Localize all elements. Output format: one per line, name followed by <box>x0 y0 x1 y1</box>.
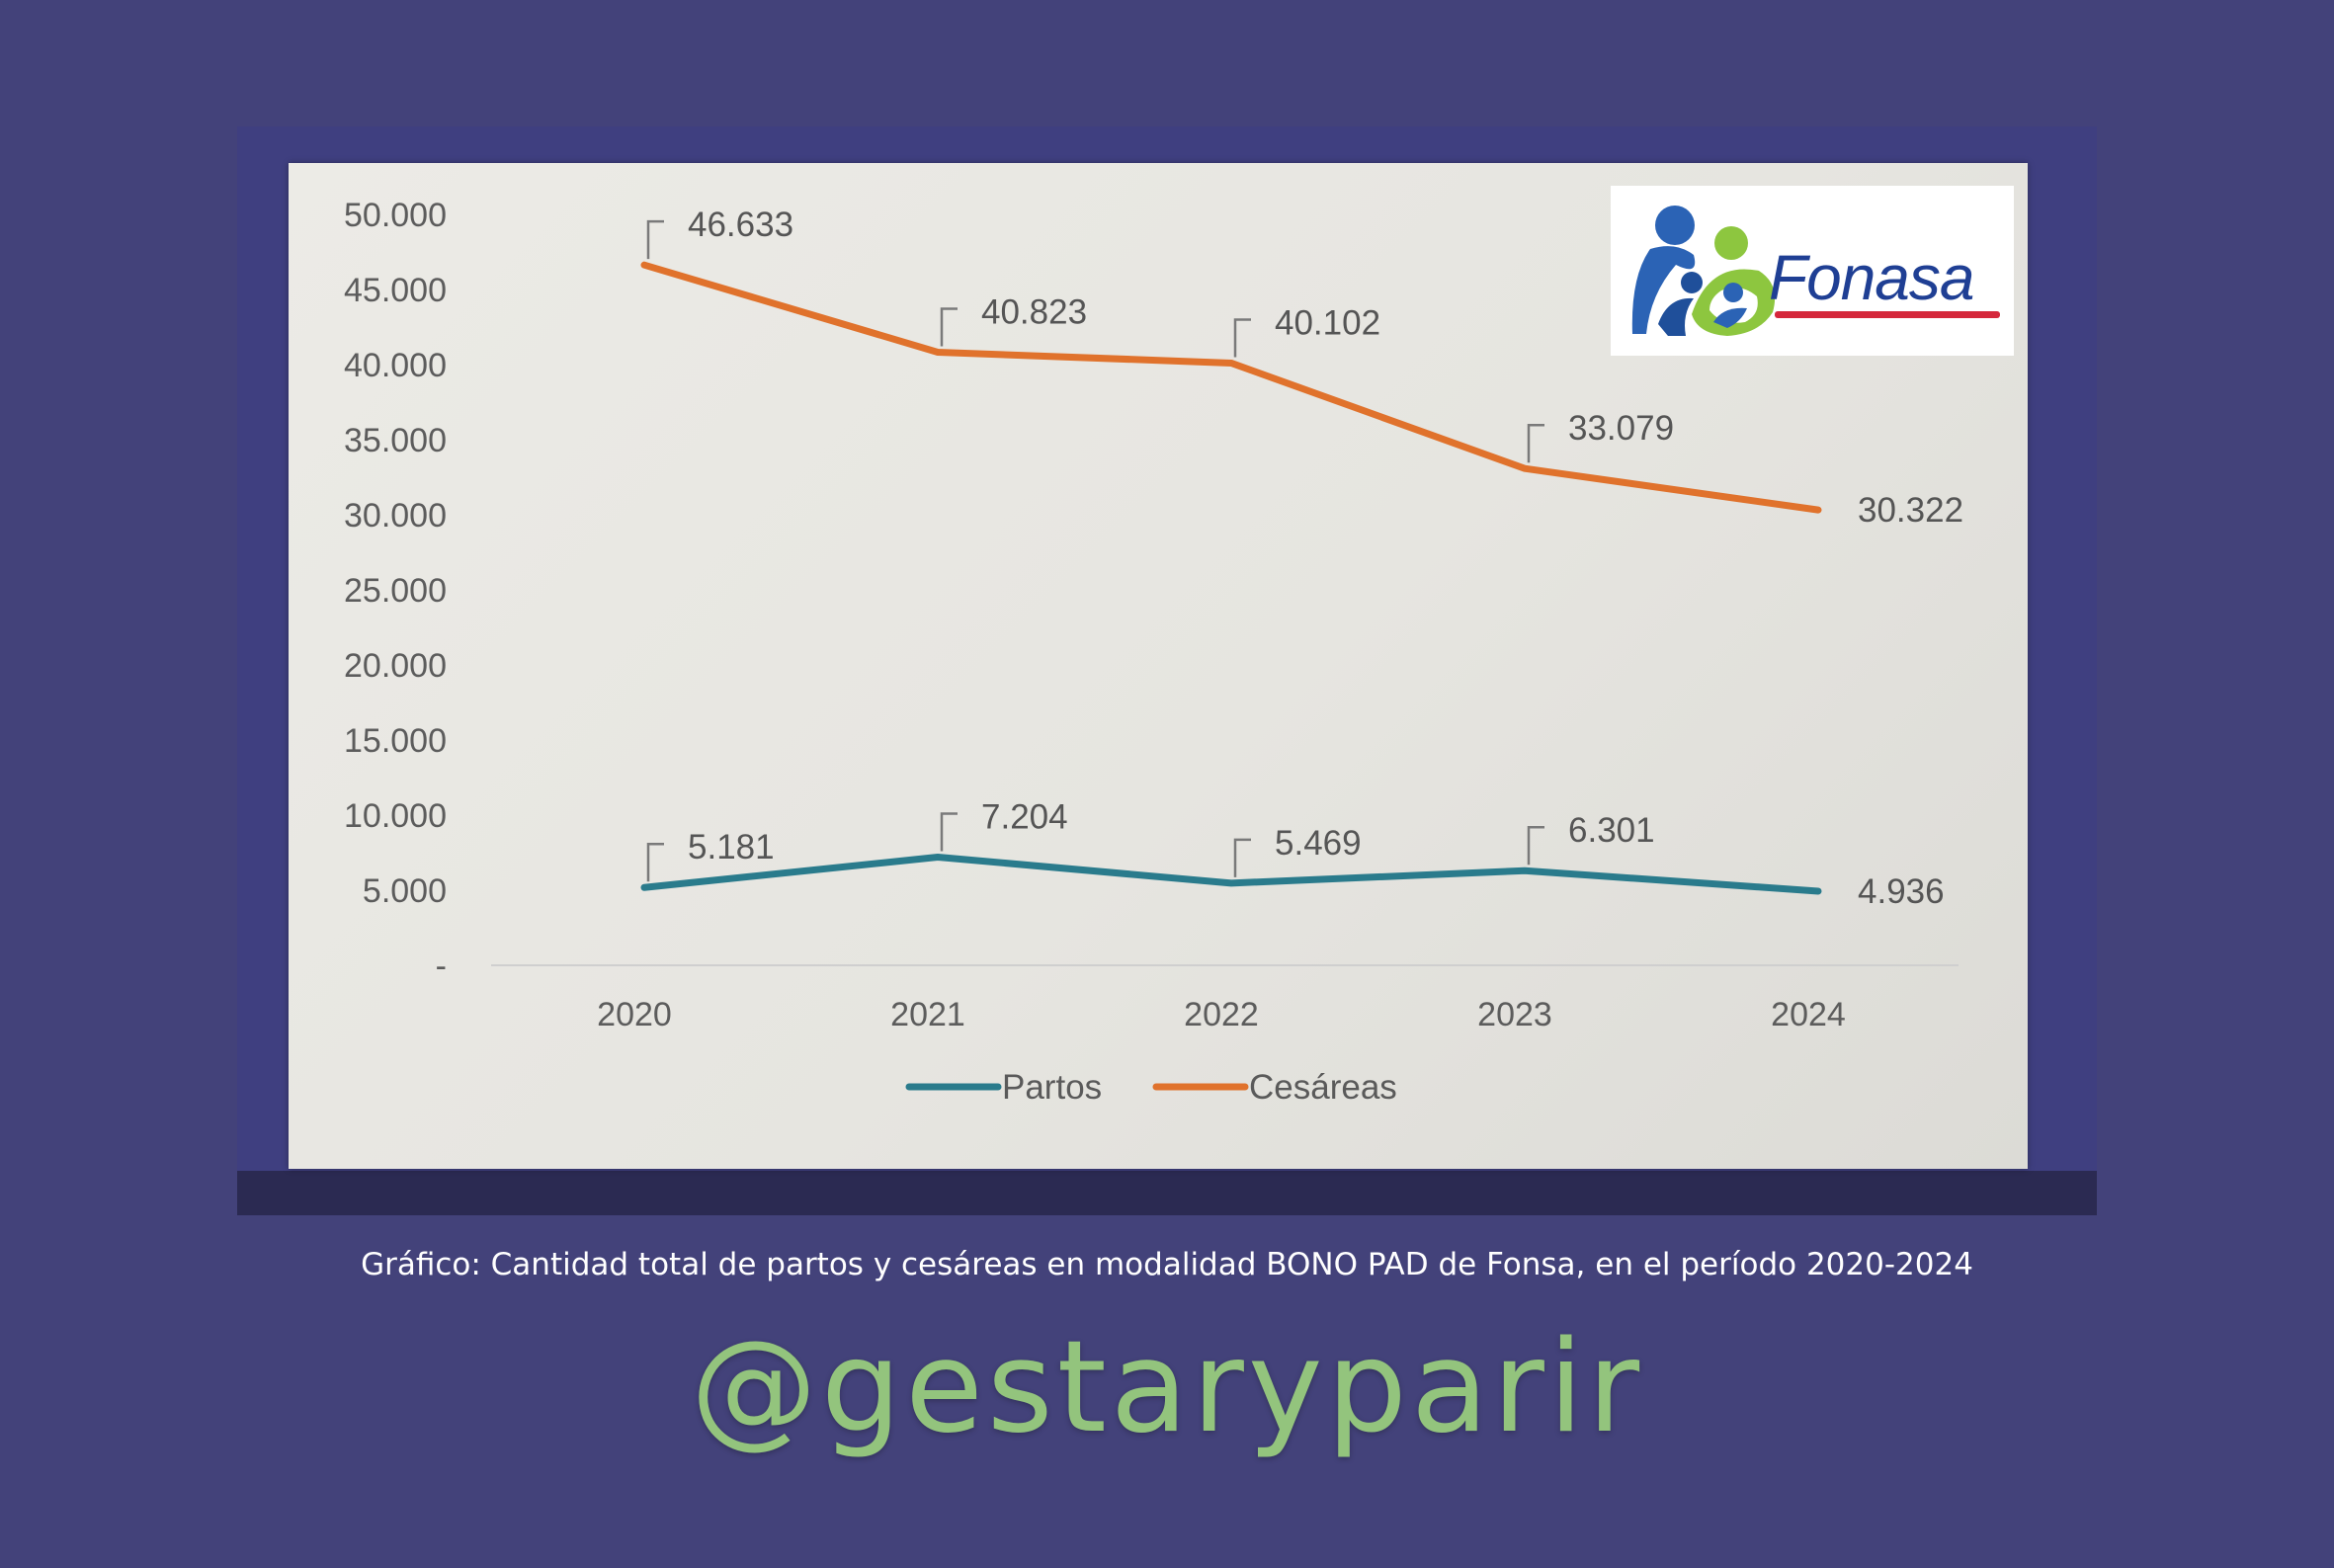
data-label: 6.301 <box>1568 811 1655 850</box>
y-tick-label: 5.000 <box>363 872 447 910</box>
data-label-leader <box>1233 838 1251 877</box>
y-tick-label: 45.000 <box>344 272 447 309</box>
data-label: 30.322 <box>1858 491 1963 530</box>
data-label: 7.204 <box>981 797 1068 836</box>
fonasa-logo-underline <box>1775 311 2000 318</box>
y-tick-label: 25.000 <box>344 572 447 610</box>
data-label: 33.079 <box>1568 409 1674 448</box>
line-chart: 50.000 45.000 40.000 35.000 30.000 25.000 20.0… <box>344 197 1963 1107</box>
data-label-leader <box>1233 318 1251 358</box>
data-label-leader <box>646 842 664 882</box>
y-tick-label: 30.000 <box>344 497 447 535</box>
data-label-leader <box>940 307 958 347</box>
data-label-leader <box>1527 825 1544 866</box>
y-tick-label: 40.000 <box>344 347 447 384</box>
social-handle: @gestaryparir <box>690 1314 1644 1461</box>
photo-bottom-band <box>237 1171 2097 1215</box>
legend-label: Partos <box>1002 1068 1102 1107</box>
x-tick-label: 2020 <box>597 996 672 1033</box>
y-tick-label: 50.000 <box>344 197 447 234</box>
fonasa-logo-text: Fonasa <box>1769 242 1974 313</box>
x-tick-label: 2021 <box>890 996 965 1033</box>
x-tick-label: 2023 <box>1477 996 1552 1033</box>
data-label-leader <box>646 219 664 260</box>
data-label: 46.633 <box>688 206 793 244</box>
data-label: 5.181 <box>688 828 775 867</box>
data-label: 40.102 <box>1275 303 1380 342</box>
y-tick-label: - <box>436 948 447 985</box>
fonasa-logo: Fonasa <box>1611 186 2014 356</box>
data-label: 4.936 <box>1858 872 1945 911</box>
data-label-leader <box>940 812 958 852</box>
series-line <box>640 261 1822 514</box>
family-logo-icon <box>1631 206 1776 336</box>
series-line <box>640 853 1822 895</box>
x-tick-label: 2022 <box>1184 996 1259 1033</box>
y-tick-label: 20.000 <box>344 647 447 685</box>
y-tick-label: 15.000 <box>344 722 447 760</box>
chart-caption: Gráfico: Cantidad total de partos y cesá… <box>361 1247 1973 1282</box>
data-label-leader <box>1527 423 1544 463</box>
y-tick-label: 35.000 <box>344 422 447 459</box>
y-tick-label: 10.000 <box>344 797 447 835</box>
x-tick-label: 2024 <box>1771 996 1846 1033</box>
data-label: 40.823 <box>981 292 1087 331</box>
data-label: 5.469 <box>1275 824 1362 863</box>
legend-label: Cesáreas <box>1249 1068 1397 1107</box>
